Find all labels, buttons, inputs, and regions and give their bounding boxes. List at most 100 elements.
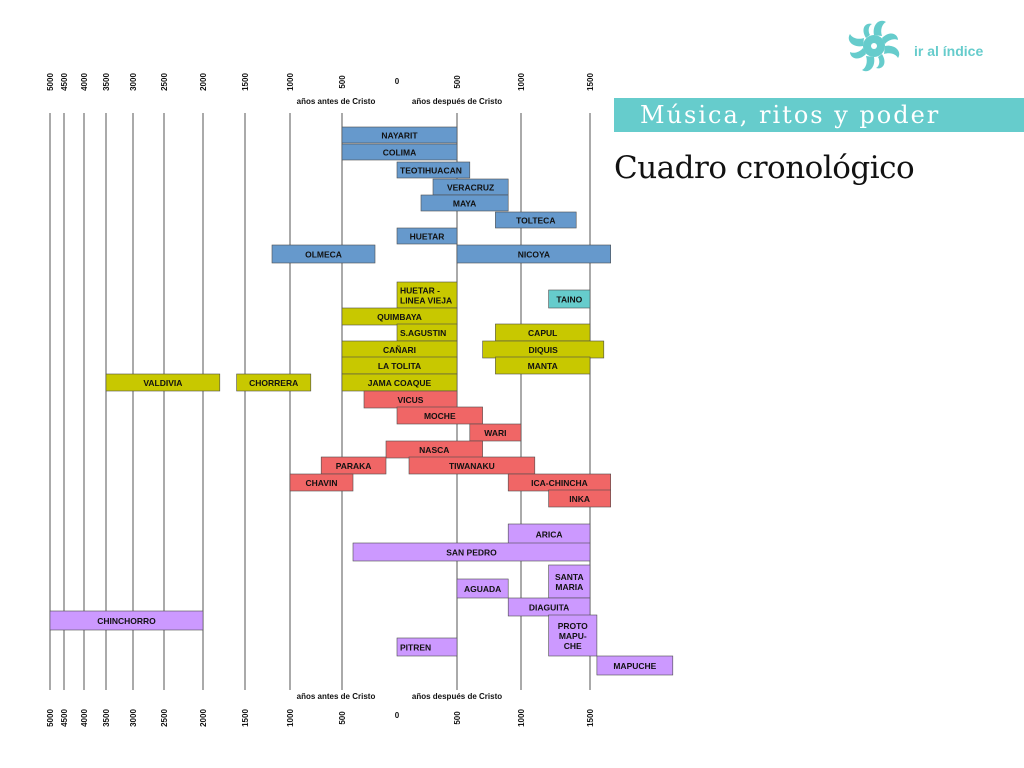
tick-label-bottom: 500 (453, 711, 462, 725)
period-label: TEOTIHUACAN (400, 166, 462, 176)
period-bar (469, 423, 522, 442)
period-label: DIAGUITA (529, 603, 569, 613)
tick-label-top: 4000 (80, 73, 89, 91)
period-label: HUETAR -LINEA VIEJA (400, 286, 452, 306)
tick-label-bottom: 4500 (60, 709, 69, 727)
period-label: MAPUCHE (613, 661, 656, 671)
period-label: INKA (569, 494, 590, 504)
period-label: VERACRUZ (447, 183, 494, 193)
period-label: JAMA COAQUE (368, 378, 432, 388)
period-label: MOCHE (424, 411, 456, 421)
period-bar (236, 373, 312, 392)
period-label: OLMECA (305, 250, 342, 260)
tick-label-top: 1500 (586, 73, 595, 91)
tick-label-top: 3000 (129, 73, 138, 91)
period-label: CHINCHORRO (97, 616, 156, 626)
period-label: PITREN (400, 643, 431, 653)
tick-label-top: 0 (395, 77, 400, 86)
bc-caption-bottom: años antes de Cristo (297, 692, 376, 701)
period-label: CAPUL (528, 328, 557, 338)
period-label: PARAKA (336, 461, 372, 471)
period-label: VALDIVIA (143, 378, 182, 388)
tick-label-bottom: 5000 (46, 709, 55, 727)
period-bar (341, 143, 458, 161)
period-bar (289, 473, 354, 492)
period-label: NICOYA (518, 250, 550, 260)
banner-title: Música, ritos y poder (640, 101, 941, 129)
bc-caption-top: años antes de Cristo (297, 97, 376, 106)
tick-label-bottom: 3500 (102, 709, 111, 727)
period-label: S.AGUSTIN (400, 328, 446, 338)
period-label: MAYA (453, 199, 476, 209)
spiral-logo-icon (848, 20, 900, 72)
tick-label-bottom: 1000 (517, 709, 526, 727)
period-label: ARICA (536, 530, 563, 540)
period-bar (596, 655, 674, 676)
tick-label-top: 500 (453, 75, 462, 89)
ad-caption-top: años después de Cristo (412, 97, 502, 106)
period-label: TAINO (556, 295, 582, 305)
tick-label-bottom: 3000 (129, 709, 138, 727)
tick-label-bottom: 1000 (286, 709, 295, 727)
period-bar (456, 578, 509, 599)
period-bar (396, 637, 458, 657)
period-bar (341, 126, 458, 144)
period-label: LA TOLITA (378, 361, 421, 371)
period-bar (420, 194, 509, 212)
tick-label-bottom: 2500 (160, 709, 169, 727)
tick-label-top: 5000 (46, 73, 55, 91)
tick-label-top: 1500 (241, 73, 250, 91)
period-bar (548, 564, 591, 599)
period-label: TOLTECA (516, 216, 555, 226)
period-label: VICUS (398, 395, 424, 405)
period-label: PROTO MAPU-CHE (558, 621, 588, 651)
period-bar (396, 281, 458, 309)
tick-label-bottom: 4000 (80, 709, 89, 727)
period-label: HUETAR (410, 232, 445, 242)
period-label: NASCA (419, 445, 449, 455)
period-label: ICA-CHINCHA (531, 478, 588, 488)
period-label: TIWANAKU (449, 461, 495, 471)
tick-label-top: 2000 (199, 73, 208, 91)
period-bar (548, 289, 591, 309)
period-label: CHAVIN (306, 478, 338, 488)
tick-label-top: 4500 (60, 73, 69, 91)
tick-label-bottom: 500 (338, 711, 347, 725)
period-label: QUIMBAYA (377, 312, 422, 322)
index-link[interactable]: ir al índice (842, 14, 1002, 78)
period-bar (271, 244, 376, 264)
tick-label-top: 2500 (160, 73, 169, 91)
period-bar (495, 211, 577, 229)
period-bar (456, 244, 611, 264)
period-label: MANTA (528, 361, 558, 371)
title-banner: Música, ritos y poder (614, 98, 1024, 132)
tick-label-top: 3500 (102, 73, 111, 91)
tick-label-top: 1000 (517, 73, 526, 91)
tick-label-bottom: 2000 (199, 709, 208, 727)
period-label: CHORRERA (249, 378, 298, 388)
period-bar (408, 456, 536, 475)
period-bar (548, 614, 598, 657)
period-bar (352, 542, 591, 562)
period-bar (396, 406, 483, 425)
tick-label-bottom: 0 (395, 711, 400, 720)
index-link-label: ir al índice (914, 43, 984, 59)
period-bar (320, 456, 387, 475)
period-bar (495, 356, 591, 375)
tick-label-bottom: 1500 (586, 709, 595, 727)
period-bar (396, 161, 471, 179)
page-subtitle: Cuadro cronológico (614, 150, 915, 186)
period-bar (396, 227, 458, 245)
period-bar (105, 373, 221, 392)
period-label: NAYARIT (381, 131, 418, 141)
period-label: SAN PEDRO (446, 548, 497, 558)
period-bar (548, 489, 611, 508)
period-label: COLIMA (383, 148, 417, 158)
period-label: WARI (484, 428, 506, 438)
tick-label-bottom: 1500 (241, 709, 250, 727)
tick-label-top: 500 (338, 75, 347, 89)
period-label: CAÑARI (383, 345, 416, 355)
period-label: AGUADA (464, 584, 501, 594)
period-bar (49, 610, 204, 631)
